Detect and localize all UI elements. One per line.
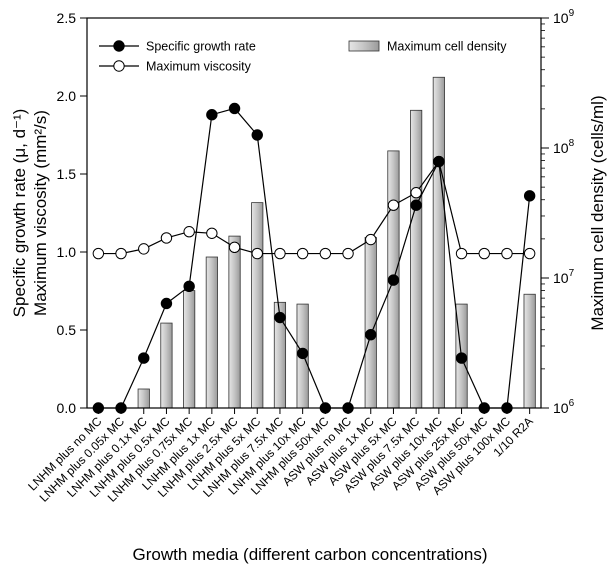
bar	[364, 237, 377, 409]
right-tick-exponent: 6	[569, 398, 575, 409]
bar	[410, 109, 423, 409]
viscosity-point	[206, 227, 218, 239]
right-tick-base: 10	[553, 400, 569, 416]
viscosity-point	[387, 199, 400, 211]
left-axis-title-line2: Maximum viscosity (mm²/s)	[31, 110, 50, 316]
viscosity-point	[160, 232, 173, 244]
growth-rate-point	[228, 102, 241, 115]
left-tick-label: 2.0	[57, 88, 77, 104]
legend-viscosity-label: Maximum viscosity	[146, 60, 252, 74]
viscosity-point	[183, 226, 195, 238]
bar	[205, 256, 218, 409]
growth-rate-point	[138, 352, 150, 364]
x-axis-title: Growth media (different carbon concentra…	[133, 545, 488, 564]
growth-rate-point	[296, 347, 309, 360]
legend-growth-marker	[113, 40, 125, 52]
plot-frame	[86, 17, 542, 409]
right-tick-exponent: 8	[569, 138, 575, 149]
right-tick-label: 109	[553, 8, 575, 26]
right-tick-label: 107	[553, 268, 575, 286]
growth-rate-point	[206, 109, 218, 121]
right-tick-label: 106	[553, 398, 575, 416]
left-tick-label: 1.0	[57, 244, 77, 260]
right-tick-base: 10	[553, 270, 569, 286]
right-tick-exponent: 7	[569, 268, 575, 279]
right-tick-label: 108	[553, 138, 575, 156]
legend-density-label: Maximum cell density	[387, 40, 507, 54]
bar	[523, 293, 536, 409]
growth-rate-point	[387, 274, 400, 286]
viscosity-point	[342, 247, 354, 260]
growth-rate-point	[274, 311, 286, 324]
legend-density-swatch	[348, 40, 380, 52]
legend: Specific growth rate Maximum viscosity Max…	[99, 40, 507, 74]
growth-rate-point	[365, 328, 377, 341]
bar	[432, 76, 445, 409]
viscosity-point	[92, 247, 105, 260]
viscosity-point	[478, 247, 490, 260]
right-tick-exponent: 9	[569, 8, 575, 19]
legend-viscosity-marker	[113, 60, 125, 72]
right-tick-base: 10	[553, 10, 569, 26]
bars-layer	[137, 76, 536, 409]
viscosity-point	[296, 247, 309, 260]
left-tick-label: 0.0	[57, 400, 77, 416]
viscosity-point	[138, 243, 150, 255]
right-tick-base: 10	[553, 140, 569, 156]
bar	[183, 290, 196, 409]
right-axis-title: Maximum cell density (cells/ml)	[588, 95, 607, 330]
viscosity-point	[274, 247, 286, 260]
lines-layer	[92, 102, 536, 414]
viscosity-point	[410, 187, 422, 199]
viscosity-point	[455, 247, 468, 260]
legend-growth-label: Specific growth rate	[146, 40, 256, 54]
growth-rate-point	[183, 280, 195, 293]
viscosity-point	[228, 241, 241, 254]
growth-rate-point	[160, 297, 173, 310]
viscosity-point	[319, 247, 332, 260]
viscosity-point	[523, 247, 536, 260]
left-tick-label: 2.5	[57, 10, 77, 26]
growth-rate-point	[410, 199, 422, 211]
bar	[137, 388, 150, 409]
growth-rate-point	[523, 190, 536, 202]
viscosity-point	[115, 247, 127, 260]
bar	[228, 235, 241, 409]
growth-rate-point	[251, 129, 263, 141]
left-tick-label: 0.5	[57, 322, 77, 338]
growth-rate-point	[455, 352, 468, 364]
viscosity-point	[365, 233, 377, 246]
growth-rate-point	[433, 155, 445, 168]
viscosity-point	[501, 247, 513, 260]
axes-layer	[80, 17, 549, 414]
bar	[251, 202, 264, 409]
viscosity-point	[251, 247, 263, 260]
left-tick-label: 1.5	[57, 166, 77, 182]
bar	[160, 322, 173, 409]
left-axis-title-line1: Specific growth rate (μ, d⁻¹)	[10, 109, 29, 318]
